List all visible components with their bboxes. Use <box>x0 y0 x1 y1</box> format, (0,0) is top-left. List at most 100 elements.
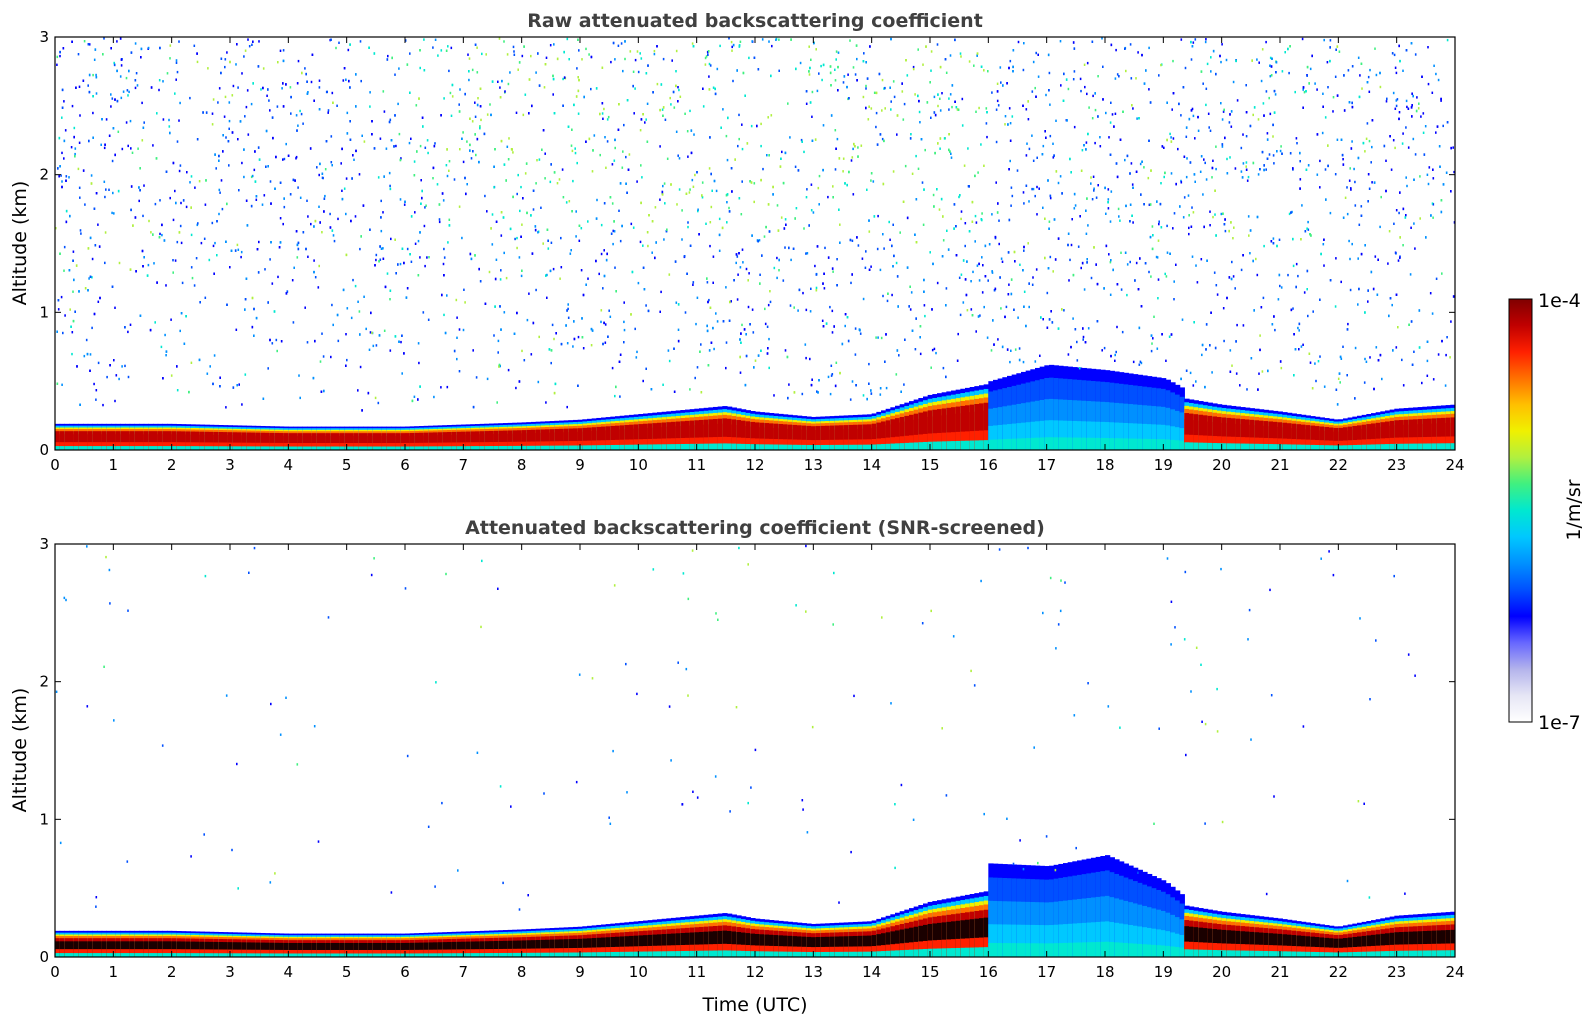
heatmap-cell <box>1156 256 1159 259</box>
heatmap-cell <box>986 135 988 139</box>
heatmap-cell <box>590 344 593 347</box>
heatmap-cell <box>419 66 421 70</box>
heatmap-cell <box>809 357 811 361</box>
heatmap-cell <box>1361 439 1367 450</box>
heatmap-cell <box>1175 440 1181 450</box>
heatmap-cell <box>978 106 980 110</box>
heatmap-cell <box>175 61 178 64</box>
heatmap-cell <box>507 368 510 372</box>
heatmap-cell <box>458 370 461 373</box>
heatmap-cell <box>265 442 271 450</box>
heatmap-cell <box>1395 99 1398 102</box>
heatmap-cell <box>346 111 349 115</box>
heatmap-cell <box>1166 224 1168 228</box>
heatmap-cell <box>1374 255 1377 258</box>
heatmap-cell <box>1431 91 1434 94</box>
heatmap-cell <box>783 428 789 450</box>
heatmap-cell <box>879 393 882 396</box>
heatmap-cell <box>1307 228 1310 231</box>
heatmap-cell <box>167 442 173 450</box>
heatmap-cell <box>175 78 177 81</box>
heatmap-cell <box>781 150 783 154</box>
heatmap-cell <box>1350 188 1352 191</box>
heatmap-cell <box>246 446 252 450</box>
heatmap-cell <box>933 347 936 351</box>
heatmap-cell <box>787 102 789 105</box>
heatmap-cell <box>634 327 636 331</box>
heatmap-cell <box>1090 276 1093 280</box>
heatmap-cell <box>375 253 378 257</box>
heatmap-cell <box>1259 334 1261 337</box>
heatmap-cell <box>512 45 515 49</box>
heatmap-cell <box>137 147 139 150</box>
heatmap-cell <box>577 112 580 115</box>
heatmap-cell <box>269 180 272 183</box>
heatmap-cell <box>930 69 932 72</box>
heatmap-cell <box>856 57 858 61</box>
heatmap-cell <box>1007 438 1013 450</box>
heatmap-cell <box>545 445 551 450</box>
heatmap-cell <box>1000 81 1002 84</box>
heatmap-cell <box>491 213 494 216</box>
heatmap-cell <box>1375 444 1381 450</box>
heatmap-cell <box>475 442 481 450</box>
heatmap-cell <box>168 125 171 128</box>
heatmap-cell <box>1195 264 1197 267</box>
heatmap-cell <box>87 442 93 450</box>
heatmap-cell <box>93 382 95 386</box>
heatmap-cell <box>1294 90 1296 94</box>
heatmap-cell <box>797 309 799 312</box>
heatmap-cell <box>540 445 546 450</box>
heatmap-cell <box>587 445 593 450</box>
heatmap-cell <box>769 300 772 304</box>
heatmap-cell <box>1269 56 1272 60</box>
heatmap-cell <box>740 213 743 216</box>
heatmap-cell <box>1031 90 1034 93</box>
heatmap-cell <box>260 446 266 450</box>
heatmap-cell <box>91 257 94 261</box>
heatmap-cell <box>1279 284 1281 288</box>
heatmap-cell <box>451 442 457 450</box>
heatmap-cell <box>369 91 371 94</box>
heatmap-cell <box>671 444 677 450</box>
heatmap-cell <box>1388 230 1391 233</box>
heatmap-cell <box>1280 145 1282 148</box>
heatmap-cell <box>251 442 257 450</box>
heatmap-cell <box>1222 110 1225 113</box>
heatmap-cell <box>797 444 803 450</box>
heatmap-cell <box>59 54 61 58</box>
heatmap-cell <box>709 221 712 224</box>
heatmap-cell <box>862 394 865 397</box>
heatmap-cell <box>1171 108 1173 111</box>
heatmap-cell <box>1059 175 1062 178</box>
heatmap-cell <box>295 155 298 159</box>
heatmap-cell <box>611 366 614 370</box>
heatmap-cell <box>142 214 144 218</box>
heatmap-cell <box>158 88 160 92</box>
heatmap-cell <box>896 133 898 136</box>
heatmap-cell <box>1412 137 1415 141</box>
heatmap-cell <box>1413 350 1415 353</box>
heatmap-cell <box>288 435 294 450</box>
heatmap-cell <box>883 247 885 250</box>
heatmap-cell <box>1295 262 1298 266</box>
heatmap-cell <box>517 445 523 450</box>
heatmap-cell <box>810 183 813 186</box>
heatmap-cell <box>1357 56 1360 59</box>
heatmap-cell <box>1371 145 1373 149</box>
heatmap-cell <box>1053 437 1059 450</box>
heatmap-cell <box>1249 443 1255 450</box>
heatmap-cell <box>468 78 470 82</box>
heatmap-cell <box>1335 257 1337 260</box>
heatmap-cell <box>1435 131 1437 134</box>
heatmap-cell <box>500 269 502 272</box>
heatmap-cell <box>1086 92 1088 96</box>
heatmap-cell <box>708 167 711 170</box>
heatmap-cell <box>1410 226 1412 229</box>
heatmap-cell <box>1422 443 1428 450</box>
heatmap-cell <box>864 266 867 269</box>
heatmap-cell <box>507 82 510 86</box>
heatmap-cell <box>1130 162 1133 165</box>
heatmap-cell <box>868 362 870 366</box>
heatmap-cell <box>1132 221 1134 224</box>
